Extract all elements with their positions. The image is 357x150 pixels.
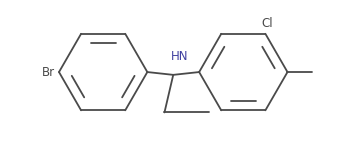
Text: HN: HN: [170, 50, 188, 63]
Text: Br: Br: [42, 66, 55, 79]
Text: Cl: Cl: [261, 17, 273, 30]
